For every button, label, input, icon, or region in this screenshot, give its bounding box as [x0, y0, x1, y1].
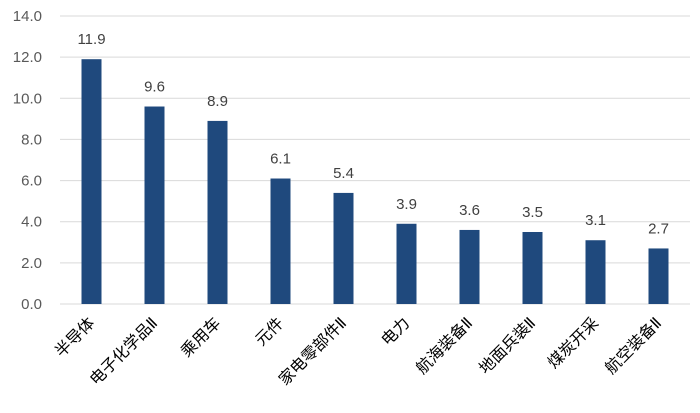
bars	[81, 59, 669, 305]
bar	[207, 120, 228, 305]
bar	[396, 223, 417, 304]
bar	[522, 232, 543, 304]
bar	[648, 248, 669, 304]
y-axis-ticks: 0.0 2.0 4.0 6.0 8.0 10.0 12.0 14.0	[13, 8, 42, 313]
x-tick-label: 电力	[377, 313, 413, 349]
y-tick-label: 14.0	[13, 8, 42, 25]
data-label: 6.1	[270, 151, 291, 168]
data-label: 3.9	[396, 196, 417, 213]
y-tick-label: 8.0	[21, 131, 42, 148]
y-tick-label: 0.0	[21, 296, 42, 313]
bar	[459, 229, 480, 304]
x-tick-label: 元件	[251, 313, 287, 349]
data-label: 3.5	[522, 204, 543, 221]
y-tick-label: 10.0	[13, 90, 42, 107]
gridlines	[60, 15, 690, 305]
y-tick-label: 4.0	[21, 214, 42, 231]
y-tick-label: 2.0	[21, 255, 42, 272]
bar	[585, 240, 606, 304]
y-tick-label: 6.0	[21, 173, 42, 190]
bar	[144, 106, 165, 304]
data-label: 5.4	[333, 165, 354, 182]
data-labels: 11.9 9.6 8.9 6.1 5.4 3.9 3.6 3.5 3.1 2.7	[77, 31, 668, 237]
y-tick-label: 12.0	[13, 49, 42, 66]
data-label: 2.7	[648, 220, 669, 237]
x-tick-label: 家电零部件Ⅱ	[275, 313, 351, 389]
bar	[270, 178, 291, 304]
data-label: 11.9	[77, 31, 105, 48]
data-label: 3.6	[459, 202, 480, 219]
x-tick-label: 乘用车	[177, 313, 224, 360]
x-tick-label: 航海装备Ⅱ	[412, 313, 476, 377]
x-tick-label: 地面兵装Ⅱ	[475, 313, 539, 377]
bar	[81, 59, 102, 305]
x-tick-label: 电子化学品Ⅱ	[86, 313, 162, 389]
x-tick-label: 煤炭开采	[544, 313, 603, 372]
data-label: 3.1	[585, 212, 606, 229]
x-tick-label: 航空装备Ⅱ	[601, 313, 665, 377]
data-label: 9.6	[144, 79, 165, 96]
data-label: 8.9	[207, 93, 228, 110]
x-tick-label: 半导体	[51, 313, 98, 360]
bar	[333, 192, 354, 304]
